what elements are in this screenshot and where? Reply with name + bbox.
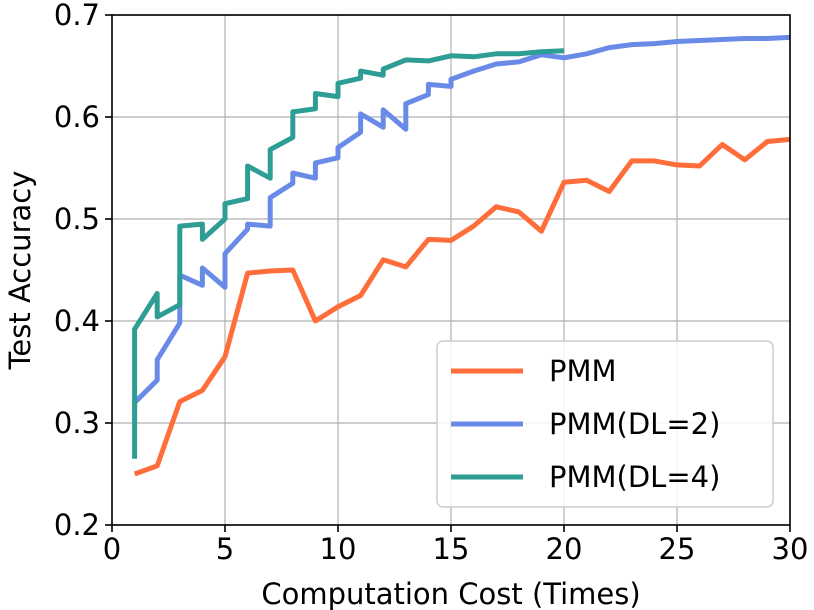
x-tick-label: 10 <box>320 532 357 566</box>
series-line-pmm-dl-4 <box>132 48 565 459</box>
axis-ticks: 0 5 10 15 20 25 30 0.2 0.3 0.4 0.5 0.6 0.7 <box>54 0 809 566</box>
y-tick-label: 0.5 <box>54 202 100 236</box>
x-tick-label: 20 <box>546 532 583 566</box>
x-tick-label: 5 <box>216 532 234 566</box>
legend-label: PMM(DL=2) <box>549 407 720 441</box>
x-tick-label: 25 <box>659 532 696 566</box>
legend-label: PMM(DL=4) <box>549 460 720 494</box>
legend: PMM PMM(DL=2) PMM(DL=4) <box>436 340 774 508</box>
y-tick-label: 0.4 <box>54 304 100 338</box>
series-line-pmm <box>133 136 791 477</box>
x-tick-label: 30 <box>772 532 809 566</box>
series-line-pmm-dl-2 <box>132 34 791 423</box>
series-lines <box>132 34 791 477</box>
legend-label: PMM <box>549 354 617 388</box>
y-axis-title: Test Accuracy <box>3 171 37 371</box>
x-axis-title: Computation Cost (Times) <box>261 577 640 610</box>
legend-box <box>436 340 774 508</box>
x-tick-label: 0 <box>103 532 121 566</box>
y-tick-label: 0.6 <box>54 100 100 134</box>
y-tick-label: 0.7 <box>54 0 100 32</box>
x-tick-label: 15 <box>433 532 470 566</box>
y-tick-label: 0.2 <box>54 508 100 542</box>
y-tick-label: 0.3 <box>54 406 100 440</box>
